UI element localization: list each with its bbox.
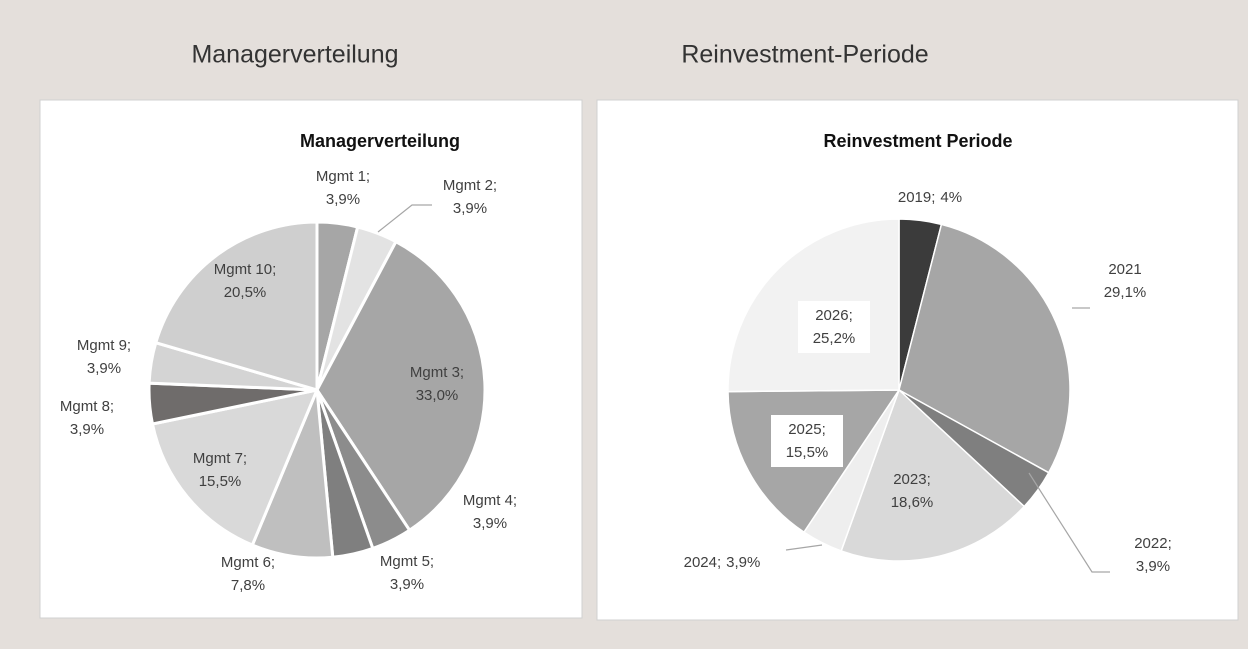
label-value: 3,9% bbox=[326, 191, 360, 208]
data-label: Mgmt 10; 20,5% bbox=[214, 261, 277, 301]
data-label: 2025; 15,5% bbox=[786, 421, 829, 461]
pie-slice bbox=[150, 387, 320, 548]
data-label: Mgmt 2; 3,9% bbox=[443, 177, 497, 217]
chart-title: Reinvestment Periode bbox=[823, 131, 1012, 151]
label-box bbox=[771, 415, 843, 467]
pie-slice bbox=[315, 239, 487, 533]
label-value: 15,5% bbox=[786, 444, 829, 461]
label-value: 3,9% bbox=[473, 515, 507, 532]
label-value: 3,9% bbox=[726, 554, 760, 571]
label-value: 3,9% bbox=[70, 421, 104, 438]
label-category: 2019; bbox=[898, 189, 936, 206]
leader-line bbox=[785, 544, 823, 551]
label-value: 20,5% bbox=[224, 284, 267, 301]
label-category: 2024; bbox=[684, 554, 722, 571]
section-heading: Managerverteilung bbox=[191, 41, 398, 69]
label-category: Mgmt 5; bbox=[380, 553, 434, 570]
label-category: Mgmt 4; bbox=[463, 492, 517, 509]
label-value: 3,9% bbox=[87, 360, 121, 377]
pie-slice bbox=[153, 220, 319, 393]
data-label: 2024; 3,9% bbox=[684, 554, 761, 571]
data-label: 2021 29,1% bbox=[1104, 261, 1147, 301]
data-label: 2026; 25,2% bbox=[813, 307, 856, 347]
leader-line bbox=[1028, 472, 1110, 573]
label-value: 3,9% bbox=[453, 200, 487, 217]
label-category: Mgmt 6; bbox=[221, 554, 275, 571]
label-category: Mgmt 7; bbox=[193, 450, 247, 467]
pie-slice bbox=[898, 223, 1071, 474]
label-value: 25,2% bbox=[813, 330, 856, 347]
label-value: 7,8% bbox=[231, 577, 265, 594]
data-label: Mgmt 8; 3,9% bbox=[60, 398, 114, 438]
label-value: 4% bbox=[940, 189, 962, 206]
data-label: 2023; 18,6% bbox=[891, 471, 934, 511]
data-label: 2022; 3,9% bbox=[1134, 535, 1172, 575]
label-category: 2026; bbox=[815, 307, 853, 324]
data-label: Mgmt 4; 3,9% bbox=[463, 492, 517, 532]
section-heading: Reinvestment-Periode bbox=[681, 41, 928, 69]
label-category: 2022; bbox=[1134, 535, 1172, 552]
label-category: Mgmt 9; bbox=[77, 337, 131, 354]
data-label: Mgmt 9; 3,9% bbox=[77, 337, 131, 377]
label-value: 29,1% bbox=[1104, 284, 1147, 301]
leader-line bbox=[377, 204, 432, 233]
label-value: 33,0% bbox=[416, 387, 459, 404]
label-category: 2023; bbox=[893, 471, 931, 488]
label-category: 2025; bbox=[788, 421, 826, 438]
label-box bbox=[798, 301, 870, 353]
label-value: 3,9% bbox=[1136, 558, 1170, 575]
label-category: 2021 bbox=[1108, 261, 1141, 278]
data-label: Mgmt 1; 3,9% bbox=[316, 168, 370, 208]
label-value: 15,5% bbox=[199, 473, 242, 490]
label-category: Mgmt 8; bbox=[60, 398, 114, 415]
data-label: Mgmt 3; 33,0% bbox=[410, 364, 464, 404]
pie-slice bbox=[840, 388, 1026, 562]
data-label: Mgmt 7; 15,5% bbox=[193, 450, 247, 490]
label-category: Mgmt 10; bbox=[214, 261, 277, 278]
label-category: Mgmt 1; bbox=[316, 168, 370, 185]
label-category: Mgmt 2; bbox=[443, 177, 497, 194]
data-label: 2019; 4% bbox=[898, 189, 962, 206]
label-category: Mgmt 3; bbox=[410, 364, 464, 381]
chart-title: Managerverteilung bbox=[300, 131, 460, 151]
data-label: Mgmt 5; 3,9% bbox=[380, 553, 434, 593]
label-value: 18,6% bbox=[891, 494, 934, 511]
label-value: 3,9% bbox=[390, 576, 424, 593]
data-label: Mgmt 6; 7,8% bbox=[221, 554, 275, 594]
